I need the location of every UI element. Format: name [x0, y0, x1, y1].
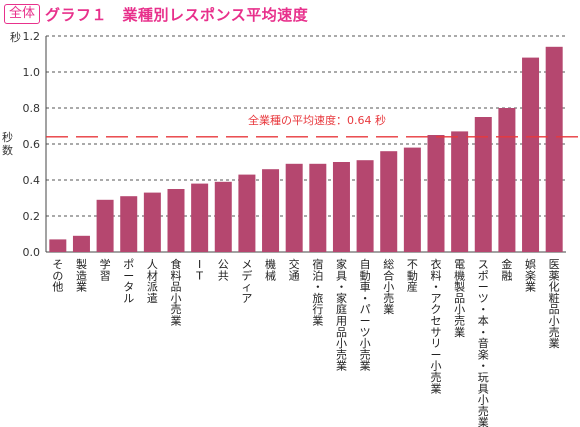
x-tick-label: 学習 [100, 257, 111, 282]
y-tick-label: 0.6 [23, 138, 41, 151]
bar [451, 131, 469, 252]
bar [285, 163, 303, 252]
bar [214, 181, 232, 252]
x-tick-label: メディア [241, 258, 252, 305]
y-tick-label: 0.8 [23, 102, 41, 115]
x-tick-label: 総合小売業 [383, 257, 394, 316]
x-tick-label: 娯楽業 [525, 257, 536, 294]
bar [522, 57, 540, 252]
x-tick-label: 衣料・アクセサリー小売業 [431, 257, 442, 395]
y-tick-label: 1.0 [23, 66, 41, 79]
x-tick-label: その他 [52, 258, 63, 294]
bar [356, 160, 374, 252]
bar [143, 192, 161, 252]
x-tick-label: 金融 [501, 257, 512, 282]
x-tick-label: 機械 [265, 257, 276, 282]
x-tick-label: 電機製品小売業 [454, 258, 465, 339]
bar [49, 239, 67, 252]
y-axis-label-vertical: 秒 [2, 130, 13, 144]
x-tick-label: スポーツ・本・音楽・玩具小売業 [478, 258, 489, 427]
y-tick-label: 1.2 [23, 30, 41, 43]
x-tick-label: 交通 [289, 257, 300, 282]
chart-title: グラフ１ 業種別レスポンス平均速度 [45, 5, 309, 24]
x-tick-label: 家具・家庭用品小売業 [336, 257, 347, 373]
bar [120, 196, 138, 252]
bar [474, 117, 492, 252]
bar [380, 151, 398, 252]
x-tick-label: 医薬化粧品小売業 [549, 258, 560, 350]
bar [498, 108, 516, 252]
bar [191, 183, 209, 252]
x-tick-label: 不動産 [407, 258, 418, 294]
bar [427, 135, 445, 252]
average-line-label: 全業種の平均速度：0.64 秒 [248, 113, 386, 127]
bar [167, 189, 185, 252]
bar [72, 235, 90, 252]
y-tick-label: 0.4 [23, 174, 41, 187]
y-tick-label: 0.2 [23, 210, 41, 223]
x-tick-label: 公共 [218, 258, 229, 282]
bar [545, 46, 563, 252]
x-tick-label: 製造業 [76, 257, 87, 294]
x-tick-label: 人材派遣 [147, 258, 158, 305]
y-axis-label-vertical: 数 [2, 144, 13, 157]
x-tick-label: 食料品小売業 [171, 257, 182, 328]
bar [96, 199, 114, 252]
y-axis-label: 秒 [10, 30, 21, 44]
bar [332, 162, 350, 252]
scope-badge: 全体 [4, 4, 41, 24]
bar [262, 169, 280, 252]
header: 全体 グラフ１ 業種別レスポンス平均速度 [4, 3, 308, 25]
bar [309, 163, 327, 252]
x-tick-label: 宿泊・旅行業 [312, 257, 323, 328]
x-tick-label: 自動車・パーツ小売業 [360, 258, 371, 373]
x-tick-label: ポータル [123, 258, 134, 305]
y-tick-label: 0.0 [23, 246, 41, 259]
bar [238, 174, 256, 252]
bar [403, 147, 421, 252]
